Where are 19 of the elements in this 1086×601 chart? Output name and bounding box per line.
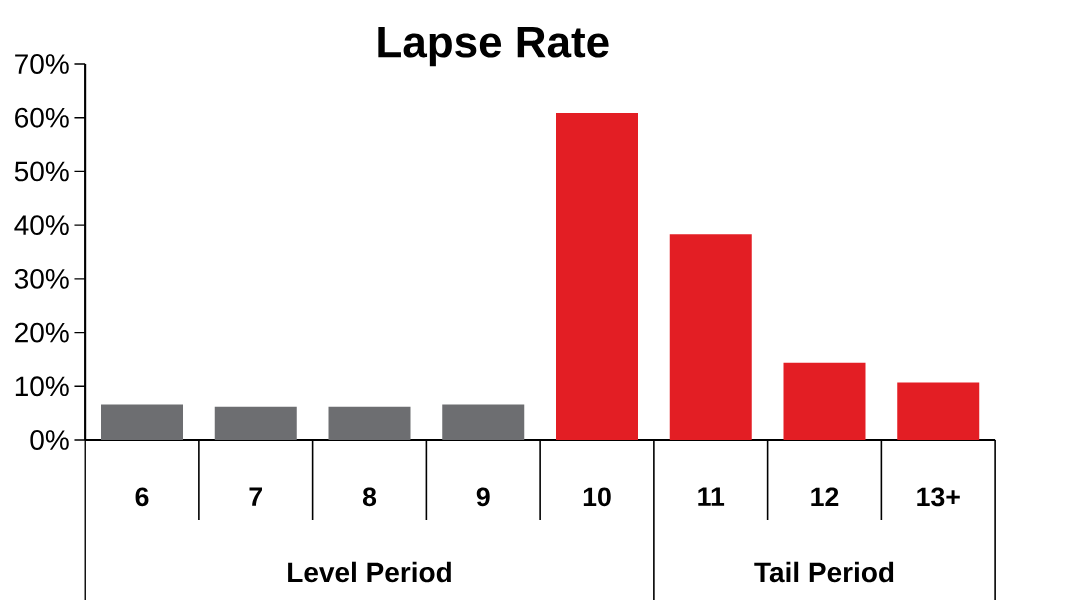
- y-tick-label: 10%: [15, 376, 69, 397]
- text: Level Period: [288, 561, 451, 583]
- x-tick-label: 6: [135, 487, 149, 507]
- y-tick-label: 60%: [15, 107, 69, 128]
- x-tick-label: 10: [583, 487, 611, 507]
- chart-title: Lapse Rate: [378, 27, 609, 67]
- y-tick-label: 20%: [15, 322, 69, 343]
- x-tick-label: 7: [249, 487, 262, 506]
- y-tick-label: 30%: [14, 269, 69, 289]
- x-tick-label: 9: [476, 487, 490, 507]
- text: Tail Period: [754, 561, 894, 583]
- x-tick-label: 8: [362, 487, 377, 507]
- x-tick-label: 11: [698, 487, 725, 506]
- x-tick-label: 12: [811, 487, 839, 507]
- y-tick-label: 70%: [15, 54, 69, 75]
- y-tick-label: 50%: [14, 161, 69, 182]
- y-tick-label: 0%: [30, 430, 69, 450]
- x-tick-label: 13+: [917, 487, 960, 507]
- y-tick-label: 40%: [14, 215, 69, 236]
